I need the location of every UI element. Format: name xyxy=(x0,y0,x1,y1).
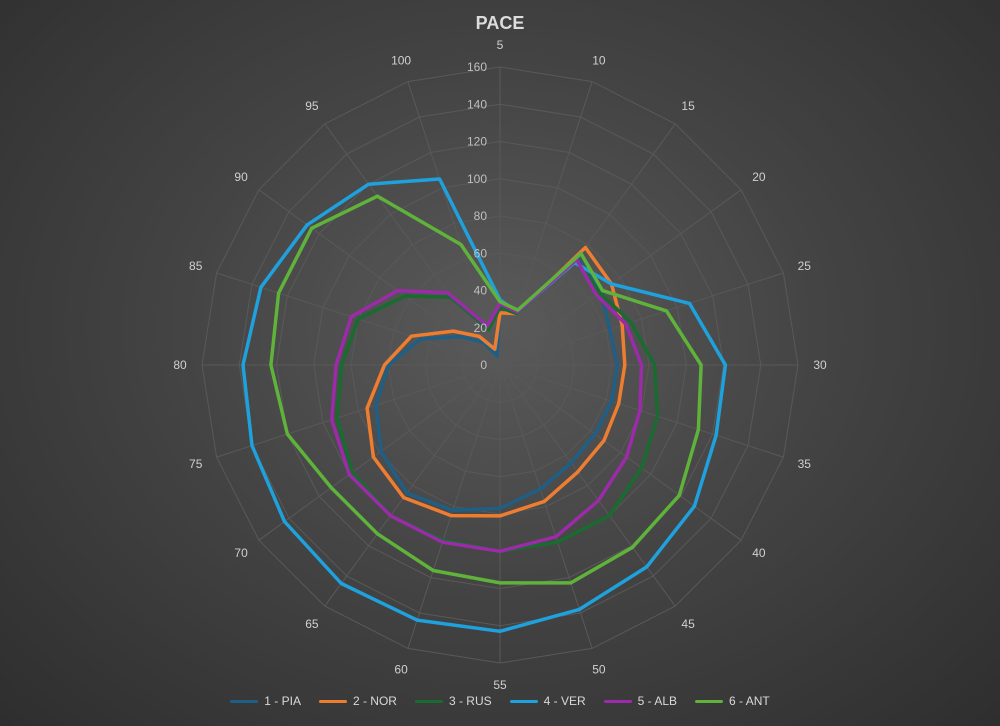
series-line-6 xyxy=(269,194,703,585)
radial-tick-label: 0 xyxy=(480,358,487,372)
grid-spoke xyxy=(499,123,676,366)
category-label: 50 xyxy=(592,662,606,676)
radial-tick-label: 160 xyxy=(467,60,487,74)
radial-tick-label: 100 xyxy=(467,172,487,186)
grid-spoke xyxy=(324,123,501,366)
legend-label: 4 - VER xyxy=(543,694,586,708)
category-label: 40 xyxy=(752,546,766,560)
series-line-5 xyxy=(329,257,644,554)
legend-swatch xyxy=(603,699,632,703)
legend-swatch xyxy=(509,699,538,703)
legend-swatch xyxy=(230,699,259,703)
legend-item-2: 2 - NOR xyxy=(318,694,397,708)
category-label: 75 xyxy=(189,457,203,471)
legend-swatch xyxy=(318,699,347,703)
category-label: 80 xyxy=(173,358,187,372)
legend-label: 2 - NOR xyxy=(352,694,397,708)
category-label: 15 xyxy=(681,99,695,113)
legend-label: 1 - PIA xyxy=(264,694,301,708)
category-label: 35 xyxy=(798,457,812,471)
category-label: 10 xyxy=(592,54,606,68)
category-label: 45 xyxy=(681,617,695,631)
category-label: 90 xyxy=(234,170,248,184)
category-label: 65 xyxy=(305,617,319,631)
radar-grid xyxy=(201,66,799,664)
grid-spoke xyxy=(407,81,501,366)
legend-swatch xyxy=(695,699,724,703)
chart-legend: 1 - PIA 2 - NOR 3 - RUS 4 - VER 5 - ALB 6 - A… xyxy=(0,694,1000,708)
category-label: 60 xyxy=(394,662,408,676)
category-label: 5 xyxy=(497,38,504,52)
grid-spoke xyxy=(499,272,784,366)
radial-tick-label: 20 xyxy=(474,321,488,335)
grid-spoke xyxy=(499,81,593,366)
radial-tick-label: 140 xyxy=(467,97,487,111)
category-label: 55 xyxy=(493,678,507,692)
category-label: 100 xyxy=(391,54,411,68)
legend-item-6: 6 - ANT xyxy=(695,694,770,708)
grid-spoke xyxy=(499,364,784,458)
chart-title: PACE xyxy=(476,13,525,33)
legend-label: 5 - ALB xyxy=(637,694,678,708)
series-line-2 xyxy=(365,245,627,518)
grid-spoke xyxy=(216,364,501,458)
radial-tick-label: 40 xyxy=(474,284,488,298)
grid-spoke xyxy=(324,364,501,607)
legend-swatch xyxy=(414,699,443,703)
grid-spoke xyxy=(499,364,593,649)
series-line-4 xyxy=(241,177,728,634)
grid-spoke xyxy=(499,364,742,541)
radial-tick-label: 120 xyxy=(467,135,487,149)
category-label: 20 xyxy=(752,170,766,184)
radar-series xyxy=(241,177,728,634)
grid-spoke xyxy=(407,364,501,649)
radar-labels: 0 20 40 60 80 100 120 140 160 5 10 15 20 25 30 35 40 45 50… xyxy=(173,38,827,692)
grid-spoke xyxy=(258,364,501,541)
legend-item-5: 5 - ALB xyxy=(603,694,678,708)
category-label: 30 xyxy=(813,358,827,372)
radial-tick-label: 60 xyxy=(474,246,488,260)
grid-spoke xyxy=(499,189,742,366)
legend-item-1: 1 - PIA xyxy=(230,694,301,708)
radial-tick-label: 80 xyxy=(474,209,488,223)
legend-label: 3 - RUS xyxy=(448,694,492,708)
legend-item-3: 3 - RUS xyxy=(414,694,492,708)
category-label: 85 xyxy=(189,259,203,273)
legend-label: 6 - ANT xyxy=(729,694,770,708)
legend-item-4: 4 - VER xyxy=(509,694,586,708)
category-label: 95 xyxy=(305,99,319,113)
category-label: 25 xyxy=(798,259,812,273)
grid-spoke xyxy=(499,364,676,607)
category-label: 70 xyxy=(234,546,248,560)
